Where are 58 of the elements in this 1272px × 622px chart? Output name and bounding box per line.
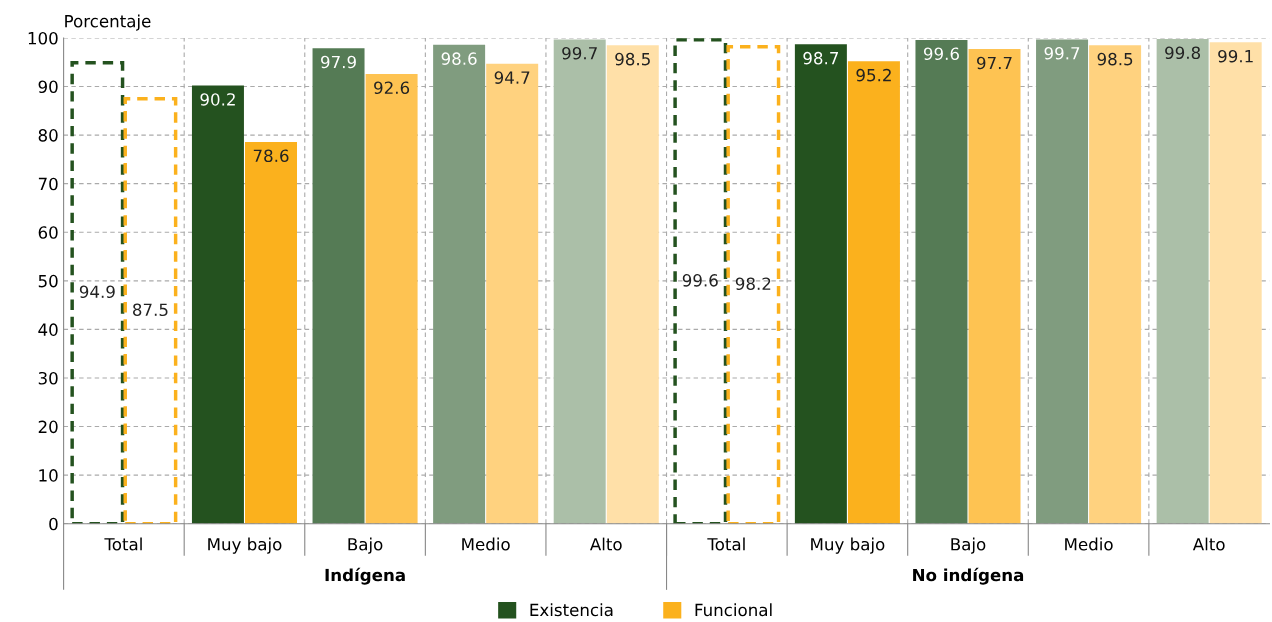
bar xyxy=(1156,38,1209,524)
x-tick-label: Bajo xyxy=(951,537,986,554)
legend-label: Funcional xyxy=(695,603,772,617)
bar xyxy=(486,63,539,524)
bar xyxy=(606,45,659,524)
data-label: 78.6 xyxy=(253,149,289,163)
y-axis-title: Porcentaje xyxy=(65,14,151,31)
x-tick-label: Medio xyxy=(1065,537,1113,551)
x-tick-label: Medio xyxy=(462,537,510,551)
data-label: 99.1 xyxy=(1218,49,1253,63)
x-tick-label: Alto xyxy=(1192,537,1225,551)
bar xyxy=(312,48,365,524)
bar xyxy=(553,39,606,524)
data-label: 98.2 xyxy=(735,277,771,291)
data-label: 95.2 xyxy=(856,68,891,82)
data-label: 99.7 xyxy=(1044,46,1080,60)
data-label: 98.5 xyxy=(615,52,650,66)
x-tick-label: Muy bajo xyxy=(208,537,282,554)
bar xyxy=(1036,39,1089,524)
data-label: 87.5 xyxy=(133,303,168,317)
data-label: 98.5 xyxy=(1097,52,1133,66)
y-tick-label: 0 xyxy=(49,517,58,531)
y-tick-label: 20 xyxy=(38,420,58,434)
x-tick-label: Alto xyxy=(589,537,622,551)
y-tick-label: 40 xyxy=(38,323,58,336)
text: Indígena xyxy=(325,567,405,585)
data-label: 99.7 xyxy=(562,46,597,60)
data-label: 98.6 xyxy=(441,52,477,65)
text: No indígena xyxy=(913,567,1024,585)
y-tick-label: 100 xyxy=(28,31,58,45)
data-label: 99.6 xyxy=(682,274,718,287)
y-tick-label: 30 xyxy=(38,371,58,385)
data-label: 92.6 xyxy=(374,81,410,95)
bar xyxy=(1209,42,1262,524)
bar xyxy=(433,44,486,524)
data-label: 94.9 xyxy=(79,285,115,299)
legend-label: Existencia xyxy=(530,603,613,617)
data-label: 97.9 xyxy=(321,55,356,69)
data-label: 99.6 xyxy=(923,47,959,61)
bar xyxy=(365,73,418,524)
x-tick-label: Bajo xyxy=(348,537,383,554)
x-tick-label: Total xyxy=(707,537,745,551)
data-label: 98.7 xyxy=(803,51,839,65)
data-label: 90.2 xyxy=(200,93,235,106)
y-tick-label: 50 xyxy=(38,274,58,288)
bar xyxy=(1089,45,1142,524)
y-tick-label: 60 xyxy=(38,226,58,239)
data-label: 99.8 xyxy=(1165,46,1201,60)
x-tick-label: Muy bajo xyxy=(811,537,885,554)
data-label: 94.7 xyxy=(494,71,530,84)
data-label: 97.7 xyxy=(977,56,1012,70)
bar xyxy=(968,49,1021,524)
y-tick-label: 10 xyxy=(39,469,58,482)
y-tick-label: 80 xyxy=(38,129,58,142)
y-tick-label: 70 xyxy=(38,177,58,191)
bar xyxy=(915,39,968,524)
x-tick-label: Total xyxy=(104,537,142,551)
y-tick-label: 90 xyxy=(38,80,58,94)
